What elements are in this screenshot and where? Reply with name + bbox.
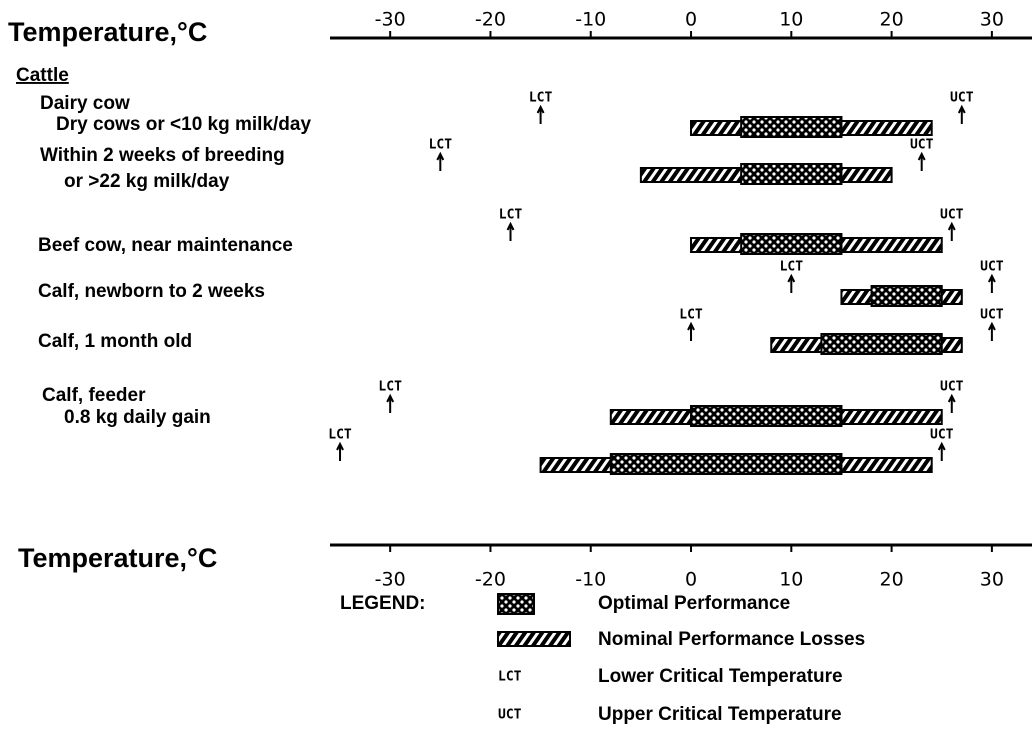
- optimal-bar: [690, 405, 843, 427]
- row-label: Calf, feeder: [42, 385, 146, 406]
- x-tick-label: -10: [575, 9, 606, 31]
- x-tick-label: 30: [980, 9, 1004, 31]
- uct-arrow: [947, 221, 956, 241]
- lct-arrow: [436, 151, 445, 171]
- x-tick-label: 10: [779, 9, 803, 31]
- uct-arrow: [947, 393, 956, 413]
- lct-arrow: [787, 273, 796, 293]
- axis-title: Temperature,°C: [8, 17, 207, 47]
- x-tick-label: -10: [575, 569, 606, 591]
- optimal-bar: [740, 116, 843, 138]
- axis-title: Temperature,°C: [18, 543, 217, 573]
- uct-label: UCT: [950, 91, 974, 106]
- x-tick-label: -30: [375, 9, 406, 31]
- row-label: Calf, 1 month old: [38, 331, 192, 352]
- legend-symbol: UCT: [498, 708, 522, 723]
- row-label: Dairy cow: [40, 93, 130, 114]
- x-tick-label: 20: [880, 569, 904, 591]
- uct-arrow: [987, 273, 996, 293]
- lct-arrow: [536, 104, 545, 124]
- uct-label: UCT: [930, 428, 954, 443]
- row-label: 0.8 kg daily gain: [64, 407, 211, 428]
- legend-label: Lower Critical Temperature: [598, 666, 843, 687]
- optimal-bar: [740, 233, 843, 255]
- legend-label: Upper Critical Temperature: [598, 704, 842, 725]
- uct-label: UCT: [940, 380, 964, 395]
- uct-arrow: [987, 321, 996, 341]
- legend-title: LEGEND:: [340, 593, 426, 614]
- uct-label: UCT: [910, 138, 934, 153]
- lct-arrow: [506, 221, 515, 241]
- optimal-bar: [870, 285, 943, 307]
- lct-arrow: [336, 441, 344, 461]
- x-tick-label: -30: [375, 569, 406, 591]
- legend-symbol: LCT: [498, 670, 522, 685]
- uct-label: UCT: [980, 260, 1004, 275]
- lct-label: LCT: [499, 208, 523, 223]
- lct-label: LCT: [780, 260, 804, 275]
- lct-arrow: [687, 321, 695, 341]
- legend-swatch: [497, 593, 535, 615]
- row-label: Within 2 weeks of breeding: [40, 145, 285, 166]
- uct-label: UCT: [980, 308, 1004, 323]
- row-label: or >22 kg milk/day: [64, 171, 230, 192]
- lct-label: LCT: [529, 91, 553, 106]
- optimal-bar: [609, 453, 843, 475]
- group-label: Cattle: [16, 65, 69, 86]
- lct-label: LCT: [679, 308, 703, 323]
- uct-arrow: [917, 151, 926, 171]
- lct-arrow: [386, 393, 395, 413]
- row-label: Dry cows or <10 kg milk/day: [56, 114, 311, 135]
- legend-label: Nominal Performance Losses: [598, 629, 865, 650]
- x-tick-label: 20: [880, 9, 904, 31]
- x-tick-label: 0: [685, 9, 697, 31]
- lct-label: LCT: [378, 380, 402, 395]
- row-label: Calf, newborn to 2 weeks: [38, 281, 265, 302]
- optimal-bar: [820, 333, 943, 355]
- uct-label: UCT: [940, 208, 964, 223]
- uct-arrow: [937, 441, 946, 461]
- x-tick-label: 30: [980, 569, 1004, 591]
- legend-swatch: [497, 631, 571, 647]
- x-tick-label: -20: [475, 569, 506, 591]
- legend-label: Optimal Performance: [598, 593, 790, 614]
- lct-label: LCT: [328, 428, 352, 443]
- x-tick-label: 0: [685, 569, 697, 591]
- row-label: Beef cow, near maintenance: [38, 235, 293, 256]
- lct-label: LCT: [429, 138, 453, 153]
- x-tick-label: -20: [475, 9, 506, 31]
- x-tick-label: 10: [779, 569, 803, 591]
- optimal-bar: [740, 163, 843, 185]
- uct-arrow: [957, 104, 966, 124]
